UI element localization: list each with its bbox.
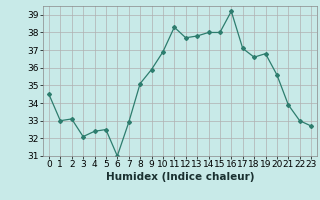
X-axis label: Humidex (Indice chaleur): Humidex (Indice chaleur) bbox=[106, 172, 254, 182]
